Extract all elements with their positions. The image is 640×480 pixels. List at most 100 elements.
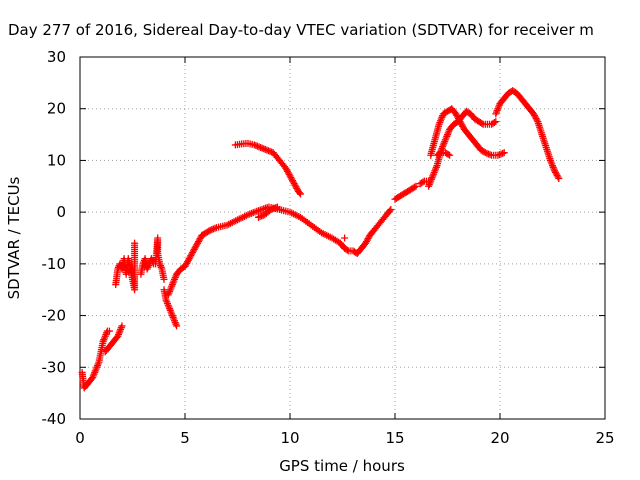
y-axis-ticks: -40 -30 -20 -10 0 10 20 30 xyxy=(42,48,605,428)
x-tick-label: 20 xyxy=(490,429,509,447)
x-tick-label: 5 xyxy=(180,429,190,447)
data-point xyxy=(436,150,444,158)
data-point xyxy=(490,119,498,127)
data-point xyxy=(492,118,500,126)
data-point xyxy=(454,115,462,123)
data-point xyxy=(530,111,538,119)
data-point xyxy=(189,248,197,256)
data-point xyxy=(533,116,541,124)
data-point xyxy=(183,259,191,267)
data-point xyxy=(293,184,301,192)
data-point xyxy=(478,119,486,127)
y-tick-label: 0 xyxy=(56,203,66,221)
data-point xyxy=(552,170,560,178)
data-point xyxy=(295,189,303,197)
data-point xyxy=(289,177,297,185)
data-point xyxy=(284,169,292,177)
data-point xyxy=(551,168,559,176)
y-tick-label: 20 xyxy=(47,100,66,118)
data-point xyxy=(283,166,291,174)
data-point xyxy=(444,150,452,158)
data-point xyxy=(457,119,465,127)
data-point xyxy=(185,255,193,263)
data-point xyxy=(532,115,540,123)
data-point xyxy=(290,180,298,188)
data-point xyxy=(286,172,294,180)
data-point xyxy=(283,167,291,175)
data-point xyxy=(452,110,460,118)
y-tick-label: 30 xyxy=(47,48,66,66)
data-point xyxy=(387,206,395,214)
data-point xyxy=(362,239,370,247)
data-point xyxy=(386,207,394,215)
x-axis-label: GPS time / hours xyxy=(279,457,405,475)
x-tick-label: 0 xyxy=(75,429,85,447)
y-tick-label: -30 xyxy=(42,358,67,376)
data-point xyxy=(273,203,281,211)
data-point xyxy=(184,258,192,266)
data-point xyxy=(291,181,299,189)
data-point xyxy=(173,322,181,330)
data-point xyxy=(553,171,561,179)
data-point xyxy=(455,116,463,124)
y-axis-label: SDTVAR / TECUs xyxy=(5,176,23,299)
data-point xyxy=(454,113,462,121)
data-point xyxy=(343,246,351,254)
data-point xyxy=(531,113,539,121)
data-point xyxy=(118,322,126,330)
data-point xyxy=(458,121,466,129)
data-point xyxy=(555,175,563,183)
data-point xyxy=(194,238,202,246)
data-point xyxy=(500,149,508,157)
data-point xyxy=(160,275,168,283)
data-point xyxy=(530,110,538,118)
data-point xyxy=(192,242,200,250)
data-point xyxy=(196,235,204,243)
data-point xyxy=(341,234,349,242)
data-point xyxy=(292,183,300,191)
data-point xyxy=(191,244,199,252)
data-point xyxy=(282,164,290,172)
data-point xyxy=(287,173,295,181)
data-point xyxy=(551,167,559,175)
data-point xyxy=(554,173,562,181)
y-tick-label: -40 xyxy=(42,410,67,428)
data-point xyxy=(187,252,195,260)
chart-title: Day 277 of 2016, Sidereal Day-to-day VTE… xyxy=(8,21,594,39)
data-point xyxy=(190,245,198,253)
data-point xyxy=(193,241,201,249)
data-point xyxy=(188,250,196,258)
data-point xyxy=(285,170,293,178)
data-point xyxy=(194,239,202,247)
data-point xyxy=(297,190,304,198)
data-point xyxy=(195,236,203,244)
data-point xyxy=(288,175,296,183)
x-tick-label: 25 xyxy=(595,429,614,447)
x-tick-label: 15 xyxy=(385,429,404,447)
y-tick-label: 10 xyxy=(47,151,66,169)
data-point xyxy=(105,327,113,335)
data-point xyxy=(181,262,189,270)
data-point xyxy=(289,178,297,186)
data-point xyxy=(446,151,454,159)
data-point xyxy=(186,253,194,261)
y-tick-label: -10 xyxy=(42,255,67,273)
data-point xyxy=(131,239,139,247)
data-point xyxy=(362,238,370,246)
data-point xyxy=(363,236,371,244)
data-point xyxy=(184,256,192,264)
data-point xyxy=(189,247,197,255)
data-points xyxy=(78,87,563,392)
x-axis-ticks: 0 5 10 15 20 25 xyxy=(75,57,615,447)
data-point xyxy=(456,118,464,126)
data-point xyxy=(411,183,419,191)
data-point xyxy=(453,111,461,119)
data-point xyxy=(419,178,427,186)
data-point xyxy=(412,182,420,190)
plot-frame xyxy=(79,56,606,420)
data-point xyxy=(459,122,467,130)
grid-lines xyxy=(80,57,605,419)
data-point xyxy=(364,235,372,243)
data-point xyxy=(182,261,190,269)
x-tick-label: 10 xyxy=(280,429,299,447)
